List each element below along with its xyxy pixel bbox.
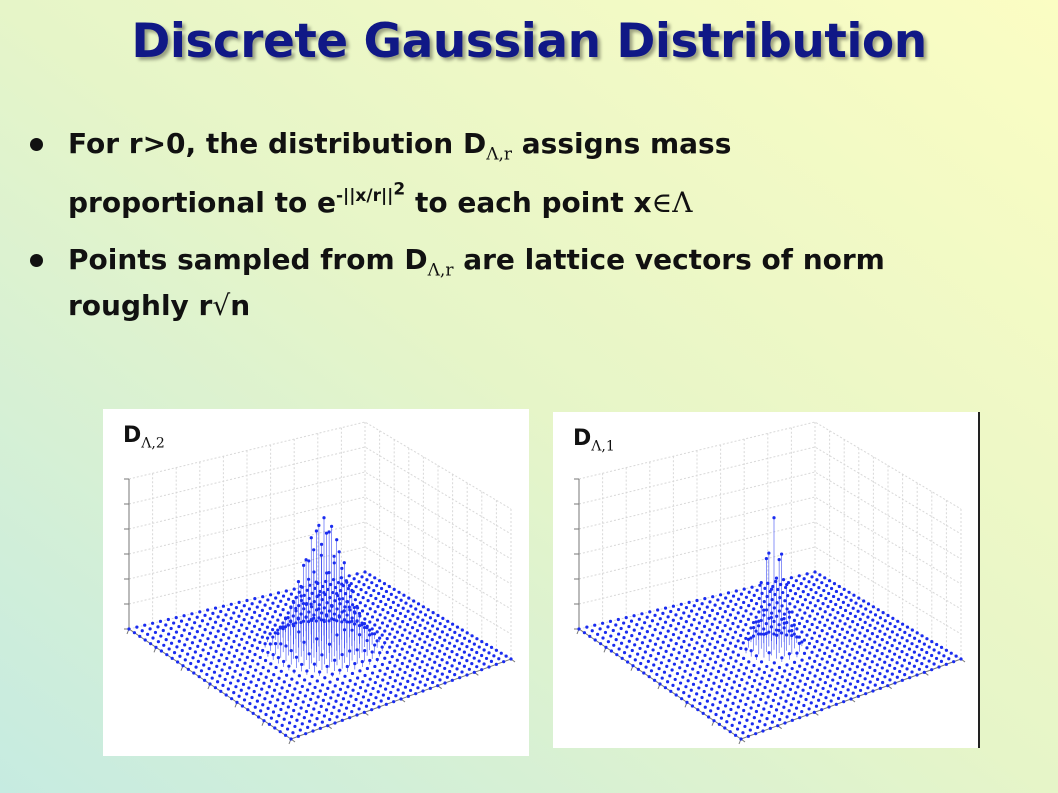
bullet2-text-a: Points sampled from D: [68, 242, 428, 276]
slide-title: Discrete Gaussian Distribution: [131, 14, 927, 69]
bullet2-text-d: n: [230, 289, 251, 323]
bullet1-superscript: -||x/r||2: [335, 179, 406, 207]
bullet1-text-c: proportional to e: [68, 185, 336, 219]
sqrt-symbol: √: [212, 289, 231, 323]
bullet1-text-a: For r>0, the distribution D: [68, 127, 487, 160]
plot-label-r1: DΛ,1: [573, 426, 615, 455]
bullet-list: For r>0, the distribution DΛ,r assigns m…: [30, 126, 1040, 345]
bullet2-subscript: Λ,r: [427, 260, 454, 281]
panel-border-line: [978, 412, 980, 748]
bullet-dot-icon: [30, 253, 43, 267]
element-of-lattice-symbol: ∈Λ: [651, 185, 693, 219]
bullet1-text-b: assigns mass: [512, 127, 732, 160]
gaussian-plot-r1: [574, 421, 966, 745]
bullet2-text-c: roughly r: [68, 289, 213, 323]
bullet-item-1: For r>0, the distribution DΛ,r assigns m…: [30, 126, 1040, 220]
gaussian-plot-r2: [124, 421, 516, 745]
plot-panel-r2: DΛ,2: [103, 409, 529, 756]
bullet-item-2: Points sampled from DΛ,r are lattice vec…: [30, 242, 1040, 324]
bullet-dot-icon: [30, 138, 43, 151]
bullet1-text-d: to each point x: [405, 185, 652, 219]
plot-panel-r1: DΛ,1: [553, 412, 979, 748]
bullet2-text-b: are lattice vectors of norm: [453, 242, 885, 276]
plot-label-r2: DΛ,2: [123, 423, 165, 452]
bullet1-subscript: Λ,r: [486, 144, 513, 165]
